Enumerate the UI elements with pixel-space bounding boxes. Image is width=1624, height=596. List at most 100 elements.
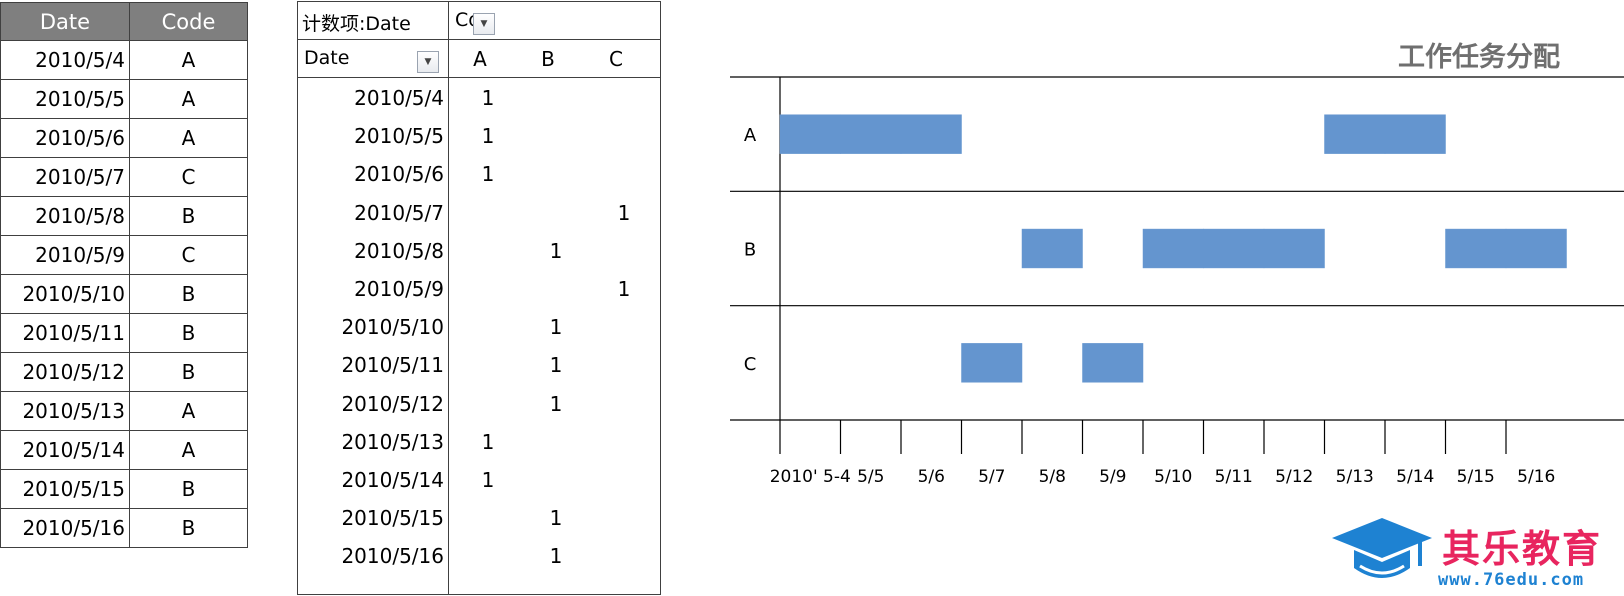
pivot-row-label[interactable]: 2010/5/13 — [341, 429, 444, 454]
row-filter-dropdown-button[interactable]: ▼ — [417, 51, 439, 73]
pivot-count-cell[interactable]: 1 — [549, 506, 563, 531]
pivot-divider — [298, 39, 660, 40]
pivot-row-label[interactable]: 2010/5/5 — [354, 124, 444, 149]
y-tick-label: B — [744, 240, 756, 261]
pivot-count-cell[interactable]: 1 — [549, 353, 563, 378]
pivot-count-cell[interactable]: 1 — [549, 391, 563, 416]
pivot-row-label[interactable]: 2010/5/8 — [354, 238, 444, 263]
pivot-row-field-label[interactable]: Date — [304, 47, 350, 69]
pivot-row-label[interactable]: 2010/5/9 — [354, 277, 444, 301]
code-cell[interactable]: A — [129, 40, 248, 80]
pivot-row-label[interactable]: 2010/5/6 — [354, 162, 444, 187]
gantt-bar-b — [1021, 228, 1083, 269]
pivot-count-cell[interactable]: 1 — [481, 124, 495, 149]
y-tick-label: A — [744, 125, 757, 146]
code-cell[interactable]: C — [129, 157, 248, 197]
pivot-row-label[interactable]: 2010/5/7 — [354, 200, 444, 225]
gantt-bar-a — [900, 114, 962, 154]
pivot-row-label[interactable]: 2010/5/12 — [341, 391, 444, 416]
gantt-bar-c — [961, 343, 1023, 383]
source-table-header-row: Date Code — [0, 2, 248, 41]
date-cell[interactable]: 2010/5/5 — [0, 79, 130, 119]
pivot-row-label[interactable]: 2010/5/4 — [354, 86, 444, 110]
date-cell[interactable]: 2010/5/9 — [0, 235, 130, 275]
table-row: 2010/5/16 B — [0, 508, 248, 548]
y-tick-label: C — [744, 354, 757, 375]
pivot-divider — [448, 2, 449, 594]
x-tick-label: 5/9 — [1099, 467, 1126, 487]
pivot-column-header[interactable]: B — [541, 47, 555, 71]
table-row: 2010/5/11 B — [0, 313, 248, 353]
x-tick-label: 2010' 5-4 — [770, 467, 851, 487]
gantt-bar-c — [1082, 343, 1144, 383]
brand-url: www.76edu.com — [1438, 570, 1585, 590]
date-cell[interactable]: 2010/5/15 — [0, 469, 130, 509]
pivot-count-cell[interactable]: 1 — [549, 238, 563, 263]
code-cell[interactable]: A — [129, 430, 248, 470]
pivot-table: 计数项:Date Coc ▼ Date ▼ ABC 2010/5/412010/… — [297, 1, 661, 595]
date-cell[interactable]: 2010/5/7 — [0, 157, 130, 197]
code-cell[interactable]: A — [129, 79, 248, 119]
column-filter-dropdown-button[interactable]: ▼ — [473, 13, 495, 35]
date-cell[interactable]: 2010/5/11 — [0, 313, 130, 353]
table-row: 2010/5/7 C — [0, 157, 248, 197]
x-tick-label: 5/10 — [1154, 467, 1192, 487]
source-table: Date Code 2010/5/4 A 2010/5/5 A 2010/5/6 A 201… — [0, 2, 248, 548]
gantt-bar-a — [779, 114, 841, 154]
pivot-count-cell[interactable]: 1 — [481, 429, 495, 454]
pivot-count-cell[interactable]: 1 — [549, 544, 563, 569]
pivot-count-cell[interactable]: 1 — [481, 162, 495, 187]
code-cell[interactable]: B — [129, 352, 248, 392]
pivot-count-cell[interactable]: 1 — [481, 86, 495, 110]
x-tick-label: 5/11 — [1215, 467, 1253, 487]
pivot-column-header[interactable]: A — [473, 47, 487, 71]
gantt-bar-b — [1142, 228, 1204, 269]
gantt-bar-b — [1505, 228, 1567, 269]
pivot-count-cell[interactable]: 1 — [617, 200, 631, 225]
code-column-header[interactable]: Code — [129, 2, 248, 41]
chart-title: 工作任务分配 — [1398, 42, 1560, 73]
dropdown-arrow-icon: ▼ — [480, 19, 488, 29]
gantt-bar-a — [1324, 114, 1386, 154]
code-cell[interactable]: B — [129, 196, 248, 236]
table-row: 2010/5/14 A — [0, 430, 248, 470]
table-row: 2010/5/8 B — [0, 196, 248, 236]
pivot-row-label[interactable]: 2010/5/16 — [341, 544, 444, 569]
date-cell[interactable]: 2010/5/16 — [0, 508, 130, 548]
brand-logo: 其乐教育 www.76edu.com — [1330, 516, 1624, 594]
date-cell[interactable]: 2010/5/12 — [0, 352, 130, 392]
date-cell[interactable]: 2010/5/13 — [0, 391, 130, 431]
code-cell[interactable]: C — [129, 235, 248, 275]
code-cell[interactable]: B — [129, 469, 248, 509]
pivot-column-header[interactable]: C — [609, 47, 623, 71]
date-cell[interactable]: 2010/5/14 — [0, 430, 130, 470]
gantt-bar-b — [1203, 228, 1265, 269]
pivot-row-label[interactable]: 2010/5/11 — [341, 353, 444, 378]
pivot-count-cell[interactable]: 1 — [481, 468, 495, 492]
table-row: 2010/5/6 A — [0, 118, 248, 158]
gantt-bar-b — [1263, 228, 1325, 269]
date-column-header[interactable]: Date — [0, 2, 130, 41]
pivot-value-field-label[interactable]: 计数项:Date — [302, 13, 411, 35]
code-cell[interactable]: A — [129, 391, 248, 431]
pivot-row-label[interactable]: 2010/5/10 — [341, 315, 444, 340]
pivot-row-label[interactable]: 2010/5/14 — [341, 468, 444, 492]
pivot-count-cell[interactable]: 1 — [617, 277, 631, 301]
table-row: 2010/5/13 A — [0, 391, 248, 431]
graduation-cap-icon — [1332, 518, 1432, 578]
code-cell[interactable]: A — [129, 118, 248, 158]
code-cell[interactable]: B — [129, 274, 248, 314]
gantt-chart-svg: 工作任务分配 A B C 2010' 5-4 5/5 5/6 5/7 5/8 5/9 5/10 5/1… — [718, 42, 1624, 487]
table-row: 2010/5/15 B — [0, 469, 248, 509]
date-cell[interactable]: 2010/5/8 — [0, 196, 130, 236]
code-cell[interactable]: B — [129, 508, 248, 548]
date-cell[interactable]: 2010/5/4 — [0, 40, 130, 80]
table-row: 2010/5/5 A — [0, 79, 248, 119]
code-cell[interactable]: B — [129, 313, 248, 353]
pivot-count-cell[interactable]: 1 — [549, 315, 563, 340]
x-tick-label: 5/6 — [918, 467, 945, 487]
date-cell[interactable]: 2010/5/10 — [0, 274, 130, 314]
pivot-row-label[interactable]: 2010/5/15 — [341, 506, 444, 531]
date-cell[interactable]: 2010/5/6 — [0, 118, 130, 158]
gantt-bar-a — [1384, 114, 1446, 154]
